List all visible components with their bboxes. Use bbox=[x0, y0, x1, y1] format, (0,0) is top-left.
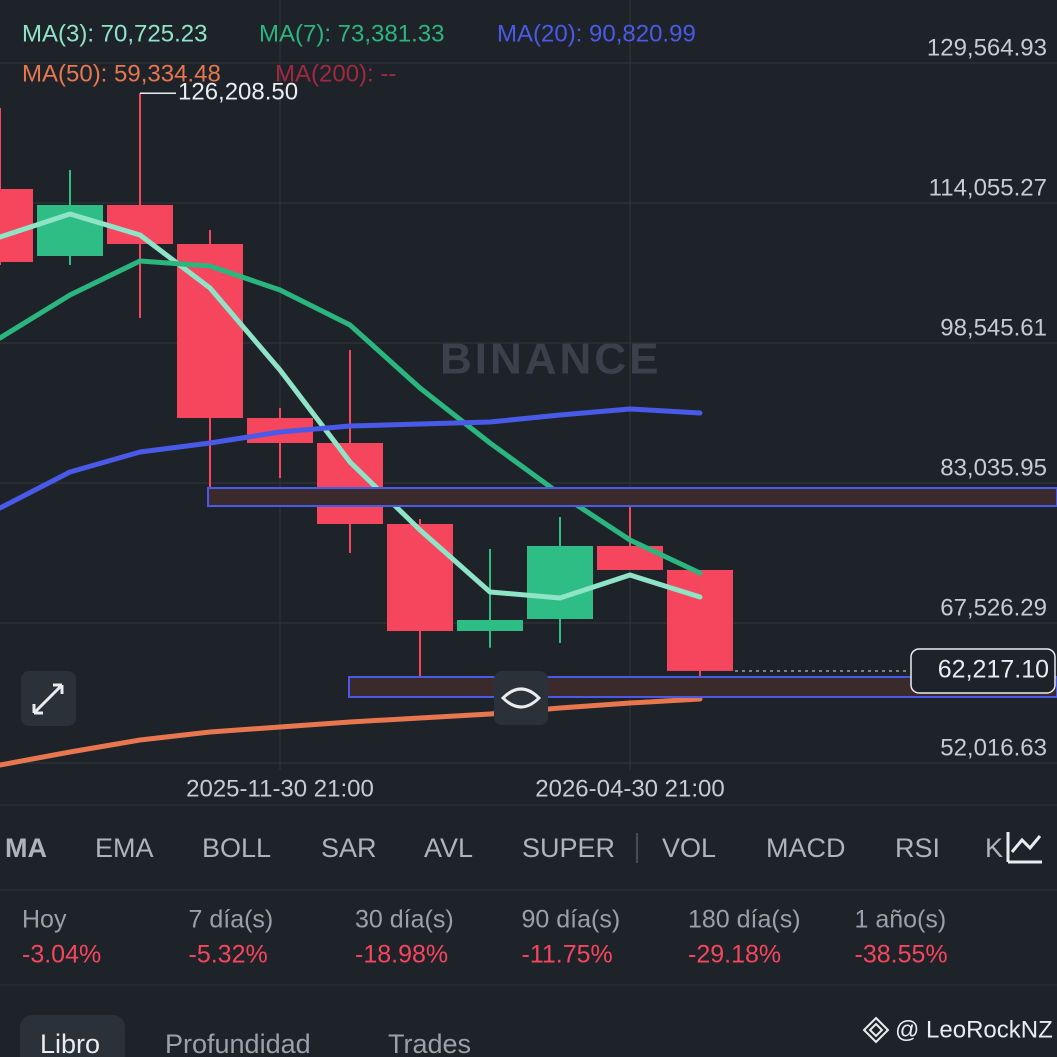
candle-body bbox=[387, 523, 453, 631]
watermark: BINANCE bbox=[440, 335, 661, 384]
indicator-tab[interactable]: AVL bbox=[424, 833, 473, 863]
period-label: 30 día(s) bbox=[355, 906, 454, 934]
period-change: -11.75% bbox=[522, 941, 613, 969]
ma-line bbox=[0, 406, 703, 511]
indicator-tab[interactable]: K bbox=[985, 833, 1003, 863]
x-tick-label: 2026-04-30 21:00 bbox=[535, 775, 725, 802]
plot-area: BINANCE bbox=[0, 0, 1057, 770]
high-label: 126,208.50 bbox=[178, 79, 298, 106]
tab-selected bbox=[20, 1015, 125, 1057]
indicator-tab[interactable]: SUPER bbox=[522, 833, 615, 863]
bottom-tab[interactable]: Profundidad bbox=[165, 1029, 311, 1057]
chart-icon[interactable] bbox=[1006, 832, 1042, 864]
price-box bbox=[910, 648, 1056, 694]
logo bbox=[862, 1016, 890, 1044]
legend-entry: MA(3): 70,725.23 bbox=[22, 20, 207, 47]
legend-entry: MA(50): 59,334.48 bbox=[22, 60, 221, 87]
period-change: -3.04% bbox=[22, 941, 101, 969]
period-change: -5.32% bbox=[189, 941, 268, 969]
price-label: 62,217.10 bbox=[938, 656, 1049, 684]
period-change: -38.55% bbox=[855, 941, 948, 969]
candle-body bbox=[597, 545, 663, 570]
bottom-tab[interactable]: Trades bbox=[388, 1029, 471, 1057]
candle-body bbox=[107, 205, 173, 244]
ma-line bbox=[0, 258, 703, 576]
period-label: Hoy bbox=[22, 906, 67, 934]
legend-entry: MA(7): 73,381.33 bbox=[259, 20, 444, 47]
x-tick-label: 2025-11-30 21:00 bbox=[186, 775, 374, 802]
candle-body bbox=[667, 569, 733, 671]
username: @ LeoRockNZ bbox=[895, 1016, 1053, 1043]
period-label: 1 año(s) bbox=[855, 906, 947, 934]
candle-body bbox=[457, 619, 523, 631]
legend-entry: MA(20): 90,820.99 bbox=[497, 20, 696, 47]
y-tick-label: 114,055.27 bbox=[929, 174, 1047, 201]
zone bbox=[207, 487, 1057, 507]
period-label: 7 día(s) bbox=[189, 906, 274, 934]
expand-icon bbox=[32, 683, 64, 715]
indicator-tab[interactable]: SAR bbox=[321, 833, 377, 863]
indicator-tab[interactable]: MA bbox=[5, 833, 47, 863]
eye-icon bbox=[500, 687, 542, 709]
period-label: 90 día(s) bbox=[522, 906, 621, 934]
indicator-tab[interactable]: BOLL bbox=[202, 833, 271, 863]
indicator-tab[interactable]: MACD bbox=[766, 833, 846, 863]
y-tick-label: 83,035.95 bbox=[940, 454, 1047, 481]
bottom-tab[interactable]: Libro bbox=[40, 1029, 100, 1057]
period-change: -18.98% bbox=[355, 941, 448, 969]
ma-line bbox=[0, 696, 703, 768]
period-label: 180 día(s) bbox=[688, 906, 801, 934]
y-tick-label: 52,016.63 bbox=[940, 734, 1047, 761]
y-tick-label: 67,526.29 bbox=[940, 594, 1047, 621]
visibility-button[interactable] bbox=[494, 671, 548, 725]
indicator-tab[interactable]: RSI bbox=[895, 833, 940, 863]
indicator-tab[interactable]: EMA bbox=[95, 833, 154, 863]
candle-body bbox=[527, 545, 593, 619]
y-tick-label: 129,564.93 bbox=[927, 34, 1047, 61]
y-tick-label: 98,545.61 bbox=[940, 314, 1047, 341]
legend-entry: MA(200): -- bbox=[275, 60, 396, 87]
indicator-tab[interactable]: VOL bbox=[662, 833, 716, 863]
period-change: -29.18% bbox=[688, 941, 781, 969]
ma-line bbox=[0, 211, 703, 601]
